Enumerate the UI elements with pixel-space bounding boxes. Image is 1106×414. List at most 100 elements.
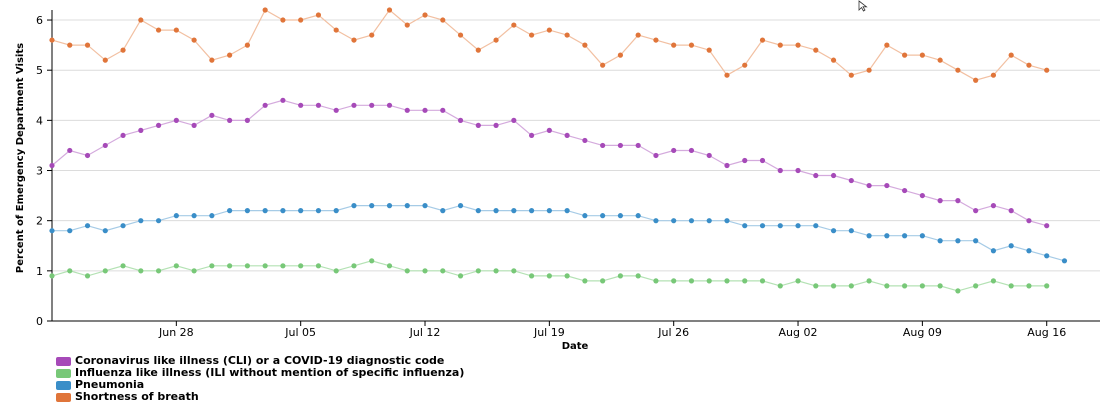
- data-point-ili: [671, 278, 677, 284]
- data-point-pneumonia: [84, 223, 91, 229]
- y-axis-title: Percent of Emergency Department Visits: [15, 43, 26, 273]
- data-point-pneumonia: [120, 223, 126, 229]
- data-point-pneumonia: [600, 213, 606, 219]
- data-point-pneumonia: [138, 218, 144, 224]
- data-point-pneumonia: [795, 223, 801, 229]
- data-point-cli: [191, 122, 197, 128]
- data-point-cli: [955, 198, 961, 204]
- legend-swatch-shortness-of-breath: [56, 392, 71, 402]
- data-point-ili: [280, 263, 286, 269]
- data-point-cli: [688, 147, 695, 154]
- y-tick-label-5: 5: [36, 64, 43, 77]
- data-point-cli: [49, 162, 55, 169]
- data-point-shortness-of-breath: [404, 22, 410, 28]
- data-point-shortness-of-breath: [617, 52, 624, 58]
- data-point-ili: [955, 288, 961, 294]
- data-point-ili: [173, 263, 179, 269]
- data-point-ili: [973, 283, 979, 289]
- data-point-cli: [404, 107, 410, 113]
- data-point-ili: [227, 263, 233, 269]
- data-point-cli: [209, 112, 215, 118]
- data-point-pneumonia: [902, 233, 908, 239]
- legend-item-cli[interactable]: Coronavirus like illness (CLI) or a COVI…: [56, 355, 464, 367]
- data-point-ili: [1026, 283, 1032, 289]
- data-point-pneumonia: [49, 228, 55, 234]
- series-line-cli: [51, 99, 1047, 227]
- data-point-shortness-of-breath: [830, 57, 837, 63]
- data-point-shortness-of-breath: [84, 42, 91, 48]
- data-point-ili: [795, 278, 801, 284]
- data-point-cli: [671, 147, 677, 154]
- data-point-pneumonia: [724, 218, 730, 224]
- data-point-ili: [493, 268, 499, 274]
- data-point-pneumonia: [813, 223, 819, 229]
- data-point-ili: [919, 283, 925, 289]
- data-point-pneumonia: [919, 233, 925, 239]
- data-point-shortness-of-breath: [600, 62, 606, 68]
- data-point-cli: [244, 117, 250, 123]
- data-point-pneumonia: [155, 218, 162, 224]
- data-point-pneumonia: [759, 223, 766, 229]
- legend-label-pneumonia: Pneumonia: [75, 378, 145, 391]
- data-point-pneumonia: [866, 233, 872, 239]
- data-point-shortness-of-breath: [528, 32, 535, 38]
- data-point-cli: [120, 132, 126, 139]
- x-tick-label-jul-05: Jul 05: [284, 326, 316, 339]
- legend-item-pneumonia[interactable]: Pneumonia: [56, 379, 464, 391]
- y-tick-label-0: 0: [36, 315, 43, 328]
- data-point-ili: [120, 263, 126, 269]
- data-point-shortness-of-breath: [209, 57, 215, 63]
- legend-swatch-cli: [56, 356, 71, 366]
- data-point-shortness-of-breath: [1044, 67, 1050, 73]
- data-point-ili: [440, 268, 446, 274]
- data-point-cli: [1008, 208, 1014, 214]
- data-point-pneumonia: [937, 238, 943, 244]
- data-point-shortness-of-breath: [973, 77, 979, 83]
- data-point-ili: [351, 263, 357, 269]
- legend-item-shortness-of-breath[interactable]: Shortness of breath: [56, 391, 464, 403]
- data-point-cli: [777, 167, 783, 174]
- data-point-shortness-of-breath: [813, 47, 819, 53]
- data-point-pneumonia: [351, 203, 357, 209]
- data-point-shortness-of-breath: [173, 27, 179, 33]
- legend-label-ili: Influenza like illness (ILI without ment…: [75, 366, 465, 379]
- data-point-ili: [600, 278, 606, 284]
- data-point-shortness-of-breath: [386, 7, 393, 13]
- data-point-shortness-of-breath: [493, 37, 499, 43]
- data-point-pneumonia: [973, 238, 979, 244]
- data-point-shortness-of-breath: [937, 57, 943, 63]
- data-point-pneumonia: [315, 208, 322, 214]
- mouse-cursor-icon: [858, 0, 868, 12]
- data-point-cli: [795, 167, 801, 174]
- data-point-pneumonia: [830, 228, 837, 234]
- data-point-cli: [262, 102, 268, 108]
- data-point-ili: [635, 273, 641, 279]
- data-point-shortness-of-breath: [67, 42, 73, 48]
- data-point-pneumonia: [671, 218, 677, 224]
- data-point-ili: [528, 273, 535, 279]
- data-point-cli: [902, 187, 908, 194]
- data-point-pneumonia: [457, 203, 464, 209]
- x-tick-label-aug-02: Aug 02: [779, 326, 818, 339]
- data-point-cli: [102, 142, 108, 149]
- series-line-pneumonia: [52, 204, 1065, 262]
- data-point-ili: [866, 278, 872, 284]
- legend-item-ili[interactable]: Influenza like illness (ILI without ment…: [56, 367, 464, 379]
- data-point-pneumonia: [440, 208, 446, 214]
- x-tick-label-jul-19: Jul 19: [533, 326, 565, 339]
- data-point-shortness-of-breath: [635, 32, 641, 38]
- data-point-cli: [973, 208, 979, 214]
- legend-swatch-pneumonia: [56, 380, 71, 390]
- data-point-pneumonia: [582, 213, 588, 219]
- data-point-pneumonia: [706, 218, 712, 224]
- data-point-pneumonia: [191, 213, 197, 219]
- data-point-ili: [724, 278, 730, 284]
- data-point-shortness-of-breath: [902, 52, 908, 58]
- data-point-ili: [564, 273, 570, 279]
- data-point-shortness-of-breath: [990, 72, 997, 78]
- data-point-pneumonia: [209, 213, 215, 219]
- data-point-pneumonia: [173, 213, 179, 219]
- series-cli: [49, 97, 1050, 229]
- series-shortness-of-breath: [49, 7, 1050, 83]
- data-point-shortness-of-breath: [1026, 62, 1032, 68]
